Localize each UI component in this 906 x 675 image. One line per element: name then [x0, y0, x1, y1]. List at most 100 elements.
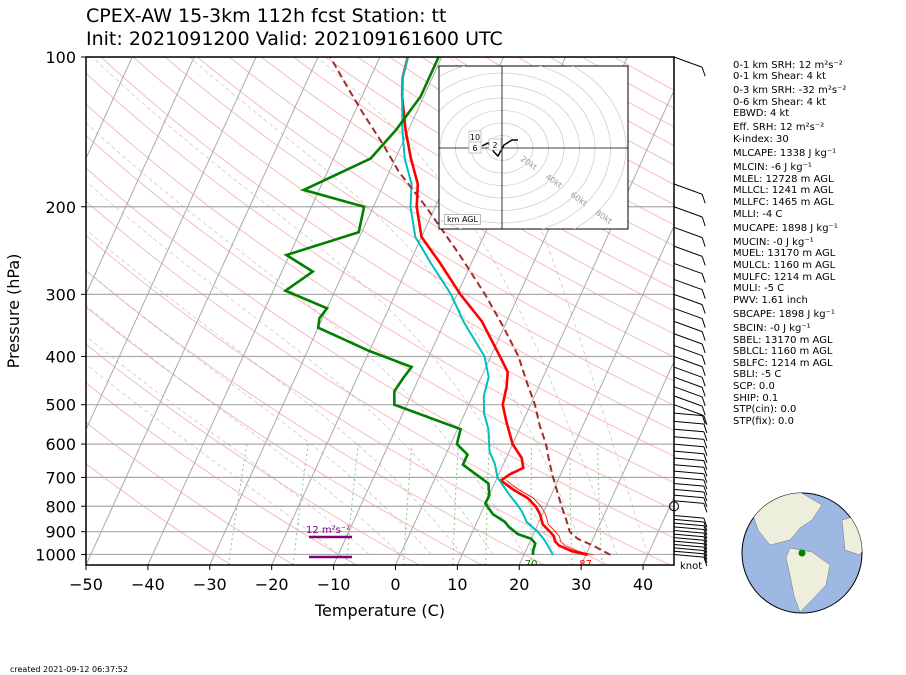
- barb-shaft: [673, 450, 704, 455]
- created-timestamp: created 2021-09-12 06:37:52: [10, 665, 128, 674]
- mixing-ratio-line: [227, 444, 248, 565]
- hodograph-height-label: km AGL: [444, 214, 481, 225]
- parameter-line: 0-1 km SRH: 12 m²s⁻²: [733, 59, 843, 71]
- barb-shaft: [673, 488, 704, 493]
- x-axis-label: Temperature (C): [314, 601, 445, 620]
- surface-temperature-label: 87: [579, 559, 592, 570]
- y-tick-label: 900: [45, 523, 76, 542]
- wind-barb: [673, 488, 708, 502]
- x-tick-label: 0: [390, 575, 400, 594]
- x-tick-label: −50: [69, 575, 103, 594]
- x-tick-label: −20: [255, 575, 289, 594]
- barb-shaft: [673, 293, 703, 306]
- barb-flag: [703, 550, 708, 560]
- barb-flag: [703, 460, 708, 470]
- wind-barb: [673, 307, 706, 328]
- barb-flag: [701, 273, 706, 283]
- wind-barb: [673, 206, 706, 227]
- barb-flag: [701, 387, 706, 397]
- barb-flag: [703, 423, 708, 434]
- wind-barb: [673, 428, 708, 441]
- barb-unit-label: knot: [680, 561, 702, 572]
- dewpoint-line: [282, 57, 537, 555]
- barb-flag: [701, 331, 706, 341]
- barb-shaft: [673, 547, 704, 551]
- parameter-line: STP(fix): 0.0: [733, 415, 794, 427]
- wind-barb: [673, 529, 708, 543]
- barb-shaft: [673, 56, 703, 68]
- dry-adiabat: [86, 200, 671, 565]
- parameter-line: 0-3 km SRH: -32 m²s⁻²: [733, 85, 847, 97]
- dry-adiabat: [132, 57, 674, 406]
- isotherm: [147, 57, 381, 565]
- axes: 12 m²s⁻² −50 −40 −30 −20 −10 0 10 20 30 40 100 200 30…: [4, 48, 675, 620]
- mixing-ratio-line: [403, 444, 413, 565]
- barb-flag: [703, 491, 708, 502]
- y-tick-label: 100: [45, 48, 76, 67]
- parameter-line: MUCIN: -0 J kg⁻¹: [733, 236, 814, 248]
- dry-adiabat: [86, 463, 232, 565]
- barb-shaft: [673, 262, 703, 275]
- barb-shaft: [673, 412, 704, 417]
- wind-barb: [673, 386, 706, 407]
- isotherm: [86, 57, 195, 296]
- moist-adiabat: [86, 335, 370, 555]
- parameter-line: K-index: 30: [733, 134, 789, 146]
- y-tick-label: 700: [45, 468, 76, 487]
- dry-adiabat: [86, 343, 420, 565]
- barb-shaft: [673, 544, 704, 548]
- barb-shaft: [673, 376, 703, 388]
- barb-shaft: [673, 522, 704, 527]
- barb-shaft: [673, 206, 703, 218]
- chart-title: CPEX-AW 15-3km 112h fcst Station: tt: [86, 5, 447, 27]
- wind-barb: [673, 515, 708, 528]
- barb-flag: [703, 439, 708, 449]
- barb-shaft: [673, 395, 703, 407]
- calm-wind-marker: [669, 501, 679, 512]
- dry-adiabat: [293, 57, 674, 290]
- barb-flag: [703, 546, 708, 557]
- mixing-ratio-line: [530, 444, 533, 565]
- isotherm: [86, 57, 257, 431]
- barb-shaft: [673, 537, 704, 541]
- parameter-line: MLCIN: -6 J kg⁻¹: [733, 162, 812, 174]
- y-tick-label: 200: [45, 198, 76, 217]
- barb-shaft: [673, 245, 703, 257]
- dry-adiabat: [86, 421, 294, 565]
- barb-shaft: [673, 494, 704, 499]
- barb-flag: [701, 67, 706, 77]
- isotherm: [456, 89, 674, 565]
- srh-label: 12 m²s⁻²: [306, 525, 350, 536]
- plot-frame: [85, 56, 675, 566]
- wind-barb: [673, 420, 708, 434]
- wind-barb: [673, 533, 708, 546]
- barb-shaft: [673, 320, 703, 333]
- wind-barb: [673, 56, 706, 77]
- dry-adiabat: [100, 57, 674, 432]
- mixing-ratio-line: [597, 444, 603, 565]
- north-america-shape: [751, 493, 823, 546]
- parameter-line: SHIP: 0.1: [733, 392, 779, 404]
- wind-barb: [673, 443, 708, 456]
- wind-barb: [673, 457, 708, 470]
- barb-flag: [701, 304, 706, 314]
- isotherm: [86, 57, 319, 565]
- hodograph-trace: [481, 139, 518, 158]
- barb-flag: [701, 318, 706, 328]
- wind-barb: [673, 550, 708, 563]
- parameter-line: SBLFC: 1214 m AGL: [733, 357, 833, 369]
- wind-barb: [673, 262, 706, 283]
- moist-adiabat: [86, 122, 525, 555]
- parameter-line: MUCAPE: 1898 J kg⁻¹: [733, 222, 838, 234]
- barb-flag: [703, 517, 708, 528]
- barb-shaft: [673, 344, 703, 357]
- barb-shaft: [673, 500, 704, 504]
- barb-shaft: [673, 550, 704, 555]
- barb-shaft: [673, 386, 703, 398]
- wind-barb: [673, 395, 706, 416]
- mixing-ratio-line: [345, 444, 359, 565]
- barb-flag: [703, 485, 708, 496]
- y-tick-label: 1000: [35, 545, 76, 564]
